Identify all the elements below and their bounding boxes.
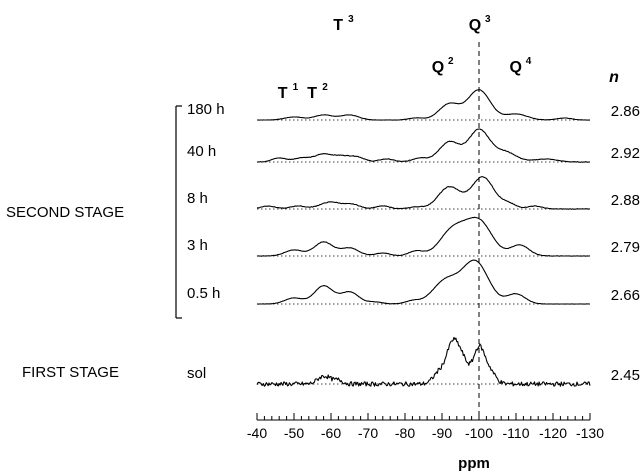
n-value: 2.88 <box>611 192 640 209</box>
second-stage-label: SECOND STAGE <box>6 204 124 221</box>
second-stage-bracket <box>175 105 182 319</box>
n-value: 2.92 <box>611 145 640 162</box>
n-value: 2.79 <box>611 239 640 256</box>
peak-label-superscript: 2 <box>322 82 328 93</box>
spectrum-line <box>256 216 591 257</box>
x-tick-label: -110 <box>503 425 530 441</box>
x-tick-label: -60 <box>321 425 341 441</box>
peak-label: Q <box>432 59 444 76</box>
x-tick-label: -70 <box>358 425 378 441</box>
peak-label-superscript: 2 <box>448 56 454 67</box>
spectrum-line <box>256 259 590 305</box>
peak-label: T <box>307 85 317 102</box>
n-value: 2.45 <box>611 367 640 384</box>
peak-label-superscript: 3 <box>348 14 354 25</box>
n-value: 2.66 <box>611 287 640 304</box>
peak-label-superscript: 1 <box>293 82 299 93</box>
peak-label: T <box>333 17 343 34</box>
n-column-header: n <box>609 69 619 86</box>
series-label: 0.5 h <box>187 285 220 302</box>
spectra-group: 180 h 2.86 40 h 2.92 8 h 2.88 3 h 2.79 0.5 h 2.66… <box>187 89 640 387</box>
spectrum-line <box>256 176 591 210</box>
n-value: 2.86 <box>611 103 640 120</box>
x-tick-label: -100 <box>465 425 493 441</box>
x-axis: -40 -50 -60 -70 -80 -90 -100 -110 -120 -130 <box>247 413 604 441</box>
x-tick-label: -80 <box>395 425 415 441</box>
series-label: 40 h <box>187 143 216 160</box>
peak-label-group: T 1 T 2T 3Q 2Q 3Q 4 <box>278 14 532 102</box>
x-tick-label: -130 <box>576 425 604 441</box>
series-label: 180 h <box>187 101 225 118</box>
x-tick-label: -40 <box>247 425 267 441</box>
peak-label: Q <box>509 59 521 76</box>
peak-label-superscript: 4 <box>526 56 532 67</box>
peak-label: T <box>278 85 288 102</box>
first-stage-label: FIRST STAGE <box>22 364 119 381</box>
spectrum-line <box>256 128 591 163</box>
peak-label: Q <box>469 17 481 34</box>
spectrum-line <box>257 89 591 121</box>
x-tick-label: -90 <box>432 425 452 441</box>
series-label: sol <box>187 365 206 382</box>
x-axis-title: ppm <box>458 455 490 472</box>
spectrum-line <box>256 336 591 387</box>
peak-label-superscript: 3 <box>485 14 491 25</box>
series-label: 8 h <box>187 190 208 207</box>
series-label: 3 h <box>187 237 208 254</box>
x-tick-label: -50 <box>284 425 304 441</box>
x-tick-label: -120 <box>539 425 567 441</box>
